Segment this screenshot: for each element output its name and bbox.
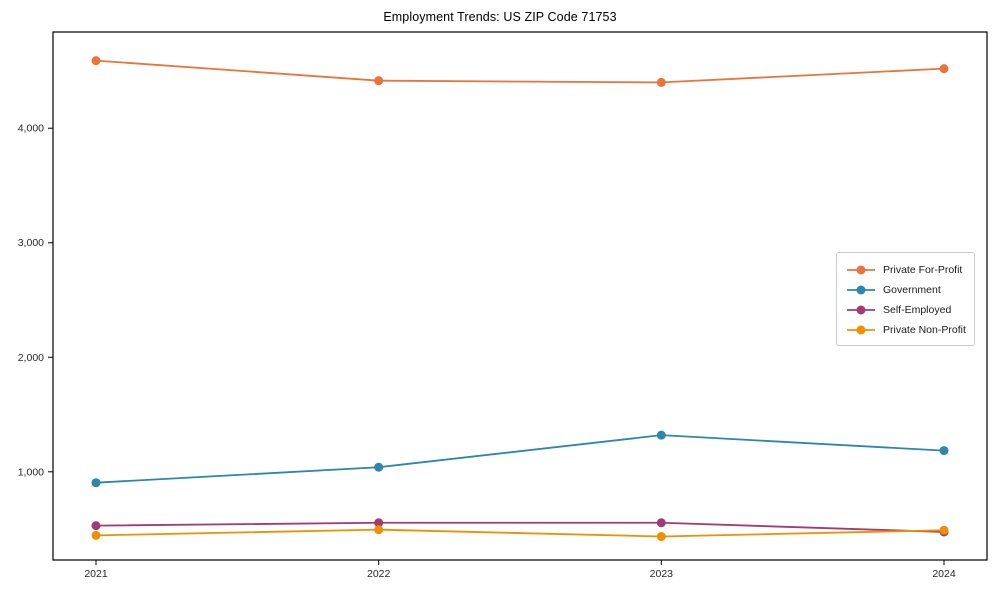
- data-point-marker: [656, 518, 666, 528]
- x-tick-label: 2022: [367, 568, 391, 580]
- legend-line-marker-icon: [847, 285, 875, 295]
- series-line: [95, 521, 945, 533]
- x-tick-label: 2023: [650, 568, 674, 580]
- legend-item-private-non-profit: Private Non-Profit: [846, 321, 966, 339]
- y-tick-label: 1,000: [18, 466, 44, 478]
- y-tick-label: 3,000: [18, 237, 44, 249]
- y-tick-label: 4,000: [18, 123, 44, 135]
- data-point-marker: [656, 430, 666, 440]
- data-point-marker: [374, 525, 384, 535]
- legend-item-government: Government: [846, 281, 966, 299]
- legend-label: Self-Employed: [883, 304, 952, 316]
- legend-label: Government: [883, 284, 941, 296]
- series-line: [95, 434, 945, 484]
- data-point-marker: [374, 518, 384, 528]
- chart-legend: Private For-Profit Government Self-Emplo…: [836, 252, 975, 346]
- legend-item-self-employed: Self-Employed: [846, 301, 966, 319]
- data-point-marker: [91, 56, 101, 66]
- legend-line-marker-icon: [847, 305, 875, 315]
- chart-title: Employment Trends: US ZIP Code 71753: [383, 10, 617, 24]
- data-point-marker: [91, 478, 101, 488]
- data-point-marker: [91, 530, 101, 540]
- data-point-marker: [939, 64, 949, 74]
- data-point-marker: [91, 521, 101, 531]
- legend-label: Private Non-Profit: [883, 324, 966, 336]
- y-tick-label: 2,000: [18, 352, 44, 364]
- data-point-marker: [656, 77, 666, 87]
- x-tick-label: 2021: [84, 568, 108, 580]
- legend-line-marker-icon: [847, 265, 875, 275]
- series-line: [95, 528, 945, 538]
- data-point-marker: [939, 525, 949, 535]
- legend-item-private-for-profit: Private For-Profit: [846, 261, 966, 279]
- x-tick-label: 2024: [932, 568, 956, 580]
- legend-line-marker-icon: [847, 325, 875, 335]
- data-point-marker: [656, 532, 666, 542]
- data-point-marker: [374, 462, 384, 472]
- data-point-marker: [939, 446, 949, 456]
- series-line: [95, 59, 945, 84]
- legend-label: Private For-Profit: [883, 264, 963, 276]
- axes-frame: [52, 31, 988, 561]
- data-point-marker: [374, 76, 384, 86]
